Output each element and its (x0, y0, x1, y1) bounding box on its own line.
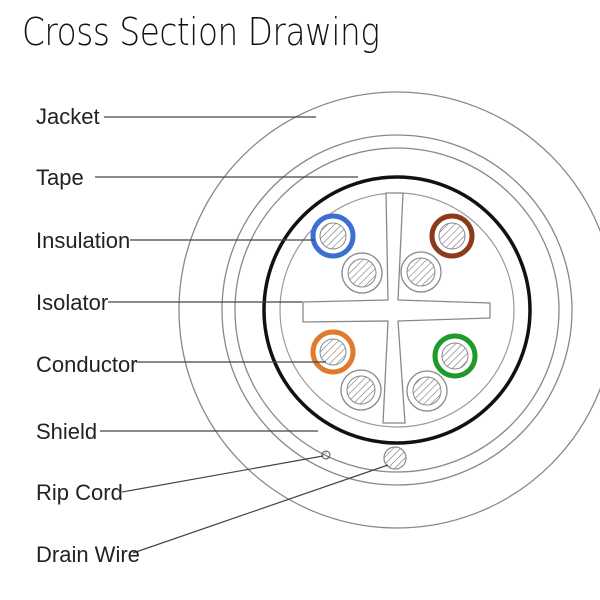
label-shield: Shield (36, 419, 97, 444)
pair-white-conductor-2 (400, 251, 442, 293)
pair-white-conductor-4 (406, 370, 448, 412)
label-isolator: Isolator (36, 290, 108, 315)
drain-wire-leader (132, 464, 389, 554)
pair-white-conductor-1 (341, 252, 383, 294)
label-rip-cord: Rip Cord (36, 480, 123, 505)
pair-green-conductor (432, 333, 478, 379)
label-insulation: Insulation (36, 228, 130, 253)
rip-cord (321, 450, 331, 460)
pair-orange-conductor (310, 329, 356, 375)
rip-cord-leader (121, 455, 324, 493)
drain-wire (383, 446, 407, 470)
label-conductor: Conductor (36, 352, 138, 377)
diagram-title: Cross Section Drawing (22, 10, 380, 54)
leader-lines (95, 116, 389, 554)
pair-blue-conductor (310, 213, 356, 259)
tape-ring (234, 147, 560, 473)
pair-brown-conductor (429, 213, 475, 259)
shield-ring (262, 175, 532, 445)
label-jacket: Jacket (36, 104, 100, 129)
label-drain-wire: Drain Wire (36, 542, 140, 567)
pair-white-conductor-3 (340, 369, 382, 411)
label-tape: Tape (36, 165, 84, 190)
isolator-cross (302, 192, 491, 424)
